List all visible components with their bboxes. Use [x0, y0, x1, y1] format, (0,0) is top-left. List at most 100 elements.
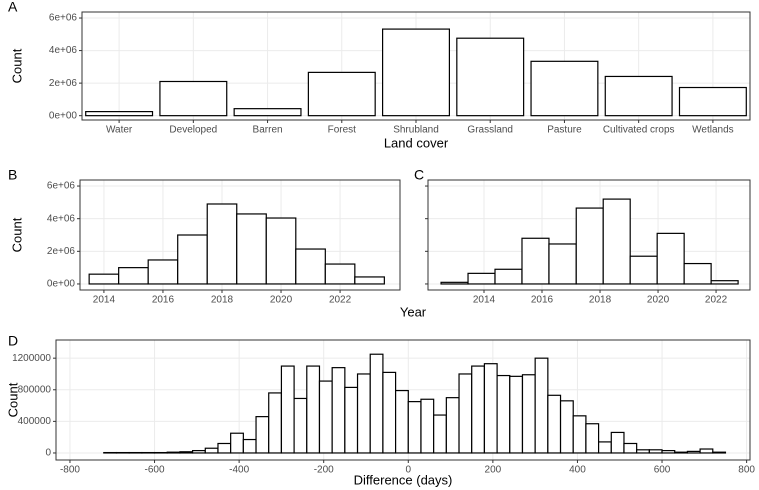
- histogram-bar: [179, 451, 194, 454]
- histogram-bar: [177, 234, 208, 285]
- bar: [159, 80, 228, 117]
- y-axis-title: Count: [9, 48, 24, 83]
- histogram-bar: [369, 353, 384, 454]
- y-tick-label: 0e+00: [47, 279, 76, 290]
- histogram-bar: [230, 432, 244, 454]
- y-tick-label: 400000: [18, 416, 52, 427]
- histogram-bar: [572, 415, 587, 454]
- x-tick-label: 2018: [211, 295, 234, 306]
- histogram-bar: [344, 386, 359, 454]
- bar: [530, 60, 599, 117]
- x-tick-label: Barren: [253, 125, 283, 136]
- histogram-bar: [712, 451, 727, 454]
- histogram-bar: [295, 248, 326, 285]
- x-tick-label: 2016: [152, 295, 175, 306]
- histogram-bar: [661, 449, 676, 454]
- x-tick-label: Shrubland: [393, 125, 439, 136]
- x-axis-title: Difference (days): [354, 472, 453, 487]
- histogram-bar: [242, 438, 257, 454]
- histogram-bar: [710, 280, 739, 285]
- y-tick-label: 4e+06: [49, 45, 78, 56]
- x-axis-title: Year: [400, 304, 427, 319]
- histogram-bar: [547, 394, 562, 454]
- panel-letter: A: [8, 0, 18, 15]
- histogram-bar: [206, 203, 238, 285]
- histogram-bar: [559, 400, 574, 454]
- x-tick-label: -200: [314, 465, 334, 476]
- histogram-bar: [458, 373, 473, 454]
- y-tick-label: 800000: [18, 384, 52, 395]
- histogram-bar: [293, 397, 308, 454]
- panel-border: [427, 179, 751, 291]
- y-axis-title: Count: [9, 217, 24, 252]
- histogram-bar: [534, 357, 549, 454]
- histogram-bar: [354, 276, 385, 285]
- histogram-bar: [623, 442, 638, 454]
- x-tick-label: Developed: [169, 125, 217, 136]
- panel-border: [55, 339, 751, 461]
- histogram-bar: [407, 401, 422, 454]
- histogram-bar: [483, 363, 498, 454]
- y-tick-label: 1200000: [12, 353, 51, 364]
- x-tick-label: 400: [569, 465, 586, 476]
- histogram-bar: [548, 243, 577, 285]
- histogram-bar: [575, 207, 604, 285]
- histogram-bar: [204, 447, 219, 454]
- histogram-bar: [306, 365, 321, 454]
- bar: [678, 86, 747, 117]
- histogram-bar: [280, 365, 295, 454]
- y-axis-title: Count: [5, 382, 20, 417]
- histogram-bar: [324, 263, 356, 285]
- x-tick-label: 2014: [473, 295, 496, 306]
- histogram-bar: [610, 431, 625, 454]
- histogram-bar: [382, 371, 397, 454]
- y-tick-label: 6e+06: [47, 181, 76, 192]
- bar: [307, 71, 376, 117]
- histogram-bar: [433, 414, 447, 454]
- histogram-bar: [471, 365, 486, 454]
- x-tick-label: 2020: [270, 295, 293, 306]
- histogram-bar: [585, 423, 600, 454]
- histogram-bar: [597, 441, 612, 454]
- x-tick-label: 2018: [589, 295, 612, 306]
- histogram-bar: [265, 217, 297, 285]
- histogram-bar: [118, 267, 149, 285]
- histogram-bar: [440, 281, 469, 285]
- panel-border: [79, 179, 401, 291]
- histogram-bar: [509, 375, 524, 454]
- histogram-bar: [602, 198, 631, 285]
- y-tick-label: 0e+00: [49, 110, 78, 121]
- histogram-bar: [674, 451, 689, 454]
- panel-letter: C: [414, 167, 424, 183]
- histogram-bar: [521, 237, 550, 285]
- histogram-bar: [629, 255, 658, 285]
- histogram-bar: [356, 373, 371, 454]
- histogram-bar: [521, 374, 536, 454]
- histogram-bar: [467, 272, 496, 285]
- x-tick-label: 2014: [93, 295, 116, 306]
- x-tick-label: Forest: [328, 125, 357, 136]
- histogram-bar: [268, 392, 283, 454]
- bar: [233, 108, 302, 117]
- x-tick-label: Pasture: [547, 125, 582, 136]
- histogram-bar: [496, 374, 511, 454]
- histogram-bar: [217, 442, 232, 454]
- x-tick-label: -800: [60, 465, 80, 476]
- x-tick-label: 600: [654, 465, 671, 476]
- x-tick-label: 0: [406, 465, 412, 476]
- x-tick-label: Grassland: [467, 125, 513, 136]
- bar: [382, 28, 451, 117]
- x-axis-title: Land cover: [384, 135, 449, 150]
- panel-letter: D: [8, 333, 18, 349]
- histogram-bar: [236, 213, 267, 285]
- histogram-bar: [166, 451, 181, 454]
- histogram-bar: [683, 262, 712, 285]
- y-tick-label: 6e+06: [49, 13, 78, 24]
- panel-letter: B: [8, 167, 17, 183]
- x-tick-label: Wetlands: [692, 125, 734, 136]
- x-tick-label: 2016: [531, 295, 554, 306]
- x-tick-label: 2022: [705, 295, 728, 306]
- histogram-bar: [192, 449, 206, 454]
- x-tick-label: Water: [106, 125, 133, 136]
